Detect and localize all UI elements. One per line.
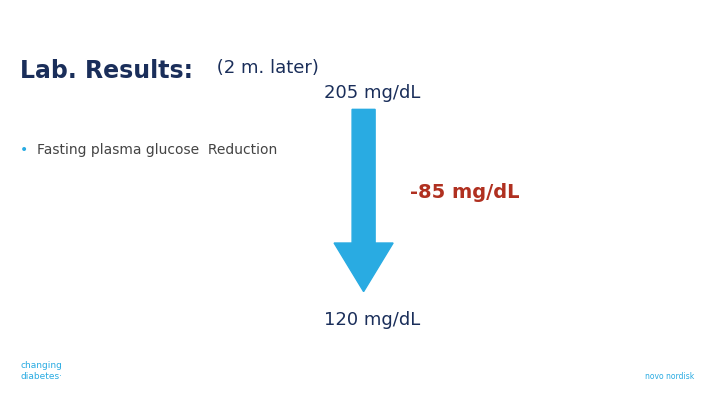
Text: changing
diabetes·: changing diabetes· <box>20 361 62 381</box>
Text: -85 mg/dL: -85 mg/dL <box>410 183 520 202</box>
Text: novo nordisk: novo nordisk <box>645 372 694 381</box>
Text: 120 mg/dL: 120 mg/dL <box>324 311 420 329</box>
Text: Fasting plasma glucose  Reduction: Fasting plasma glucose Reduction <box>37 143 278 157</box>
FancyArrow shape <box>334 109 393 292</box>
Text: 205 mg/dL: 205 mg/dL <box>324 84 420 102</box>
Text: •: • <box>20 143 28 157</box>
Text: Lab. Results:: Lab. Results: <box>20 59 193 83</box>
Text: (2 m. later): (2 m. later) <box>211 59 319 77</box>
